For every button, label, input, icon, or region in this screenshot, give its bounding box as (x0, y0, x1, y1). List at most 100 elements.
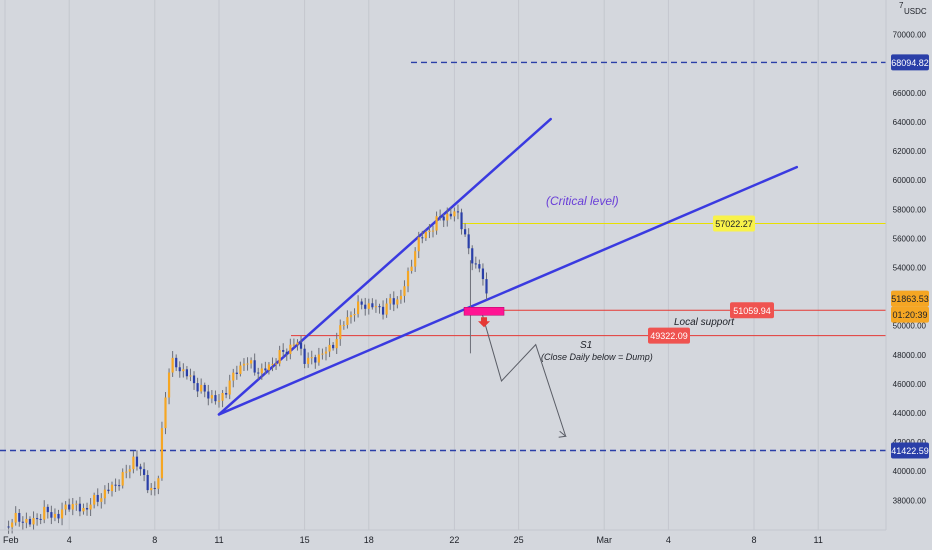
candle-body (321, 353, 324, 355)
price-tick-label: 38000.00 (893, 496, 927, 505)
level-label-51059-text: 51059.94 (733, 306, 771, 316)
candle-body (182, 369, 185, 372)
candle-body (442, 216, 445, 221)
candle-body (349, 315, 353, 318)
candle-body (471, 248, 474, 264)
candle-body (357, 301, 360, 315)
trendline[interactable] (217, 165, 799, 416)
candle-body (410, 266, 413, 271)
candle-body (292, 344, 295, 346)
time-axis[interactable]: Feb 4 8 11 15 18 22 25 Mar 4 8 11 (3, 535, 823, 545)
candle-body (478, 264, 481, 269)
candle-body (171, 357, 174, 373)
projection-arrowhead (558, 430, 567, 438)
price-tick-label: 62000.00 (893, 147, 927, 156)
candle-body (89, 504, 92, 510)
price-tick-label: 44000.00 (893, 409, 927, 418)
candle-body (160, 428, 164, 479)
time-tick-label: 8 (751, 535, 756, 545)
candle-body (39, 518, 42, 520)
candle-body (456, 211, 460, 213)
candle-body (217, 400, 221, 402)
price-tick-label: 58000.00 (893, 205, 927, 214)
time-tick-label: 4 (67, 535, 72, 545)
candle-body (18, 512, 21, 522)
candle-body (7, 526, 10, 528)
candle-body (417, 237, 420, 252)
price-tick-label: 54000.00 (893, 264, 927, 273)
candle-body (467, 234, 470, 249)
price-tick-label: 64000.00 (893, 118, 927, 127)
candle-body (125, 471, 128, 473)
candle-body (328, 344, 331, 352)
time-tick-label: 11 (814, 535, 823, 545)
current-price-label-text: 51863.53 (891, 294, 929, 304)
s1-annotation: S1 (580, 340, 592, 351)
candle-body (339, 325, 342, 340)
grid (4, 0, 819, 530)
candle-body (200, 384, 203, 392)
candle-body (25, 518, 28, 523)
candle-body (175, 357, 178, 368)
candle-body (178, 367, 181, 372)
candle-body (264, 368, 267, 371)
price-tick-label: 66000.00 (893, 89, 927, 98)
candle-body (114, 484, 117, 486)
candle-body (317, 354, 320, 363)
candle-body (399, 295, 402, 300)
currency-label: USDC (904, 7, 927, 16)
candle-body (203, 384, 206, 392)
candle-body (128, 469, 131, 472)
candle-body (271, 363, 274, 365)
candle-body (68, 504, 71, 510)
close-daily-annotation: (Close Daily below = Dump) (541, 352, 653, 362)
candle-body (299, 342, 303, 349)
candle-body (257, 372, 260, 374)
candle-body (385, 303, 388, 315)
candle-body (132, 456, 135, 470)
price-tick-label: 46000.00 (893, 380, 927, 389)
candle-body (107, 489, 110, 492)
candle-body (93, 494, 96, 505)
candle-body (346, 317, 349, 325)
candle-body (46, 506, 49, 513)
trendline[interactable] (217, 117, 552, 416)
currency-mark: 7 (899, 1, 904, 10)
candle-body (253, 360, 256, 373)
candle-body (403, 286, 406, 296)
candle-body (121, 472, 124, 486)
candle-body (421, 237, 424, 239)
horizontal-levels (0, 61, 886, 452)
candles (7, 204, 488, 534)
price-axis[interactable]: 38000.0040000.0042000.0044000.0046000.00… (893, 31, 927, 506)
candle-body (378, 306, 381, 308)
candle-body (374, 306, 378, 308)
time-tick-label: Feb (3, 535, 19, 545)
countdown-label (891, 306, 929, 323)
candle-body (310, 357, 313, 359)
price-tick-label: 60000.00 (893, 176, 927, 185)
axis-label-41422-text: 41422.59 (891, 446, 929, 456)
candle-body (214, 395, 217, 402)
candle-body (406, 270, 410, 287)
candle-body (11, 522, 14, 528)
candle-body (146, 474, 149, 491)
candle-body (446, 213, 449, 221)
local-support-annotation: Local support (674, 317, 735, 328)
candle-body (250, 360, 253, 364)
price-tick-label: 70000.00 (893, 31, 927, 40)
candle-body (364, 304, 367, 309)
candle-body (157, 478, 160, 489)
candle-body (424, 231, 427, 239)
candle-body (485, 279, 488, 294)
time-tick-label: 8 (152, 535, 157, 545)
candle-body (96, 494, 99, 502)
candle-body (78, 503, 81, 512)
candle-body (228, 380, 231, 395)
candle-body (464, 229, 467, 235)
candle-body (164, 397, 167, 429)
candle-body (414, 251, 417, 267)
candle-body (289, 344, 292, 355)
time-tick-label: 11 (214, 535, 223, 545)
